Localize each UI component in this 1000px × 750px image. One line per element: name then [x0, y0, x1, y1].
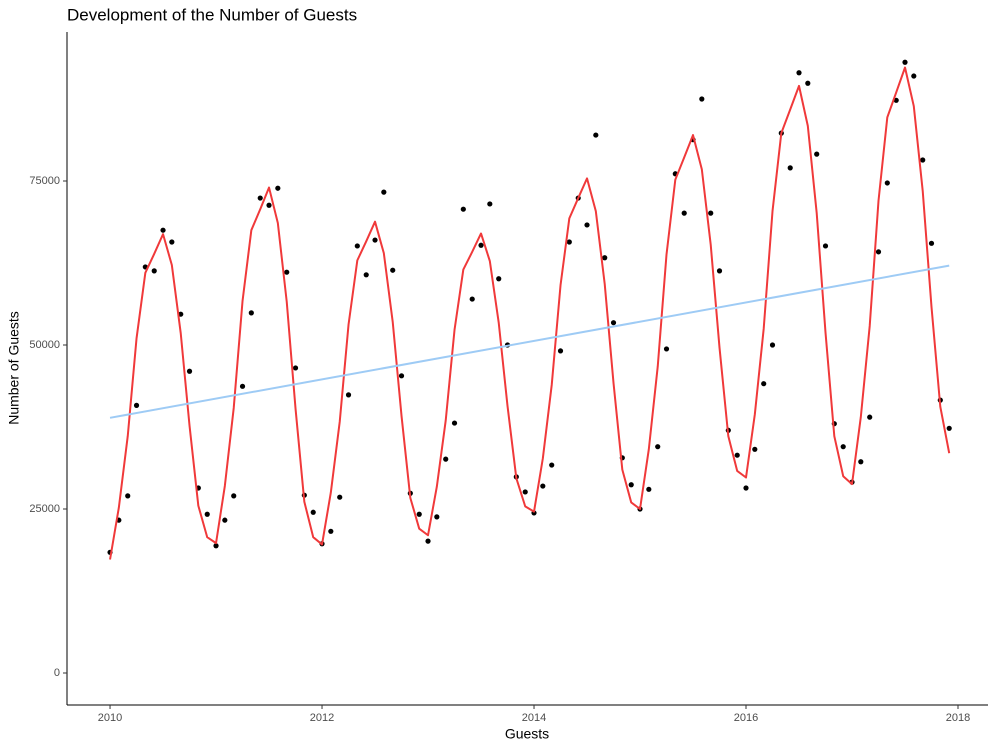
data-point	[275, 185, 281, 191]
plot-area	[107, 59, 952, 560]
data-point	[151, 268, 157, 274]
data-point	[363, 272, 369, 278]
data-point	[646, 486, 652, 492]
data-point	[398, 373, 405, 379]
data-point	[460, 206, 466, 212]
data-point	[884, 180, 890, 186]
data-point	[761, 381, 767, 387]
data-point	[840, 444, 846, 450]
line	[109, 66, 951, 560]
data-point	[354, 243, 360, 249]
data-point	[814, 151, 820, 157]
y-tick-label: 75000	[29, 175, 60, 187]
x-tick-label: 2018	[946, 712, 970, 724]
data-point	[867, 414, 873, 420]
data-point	[796, 70, 802, 76]
data-point	[557, 348, 564, 354]
data-point	[540, 483, 546, 489]
data-point	[125, 493, 131, 499]
data-point	[425, 538, 431, 544]
data-point	[169, 239, 175, 245]
data-point	[743, 485, 749, 491]
data-point	[920, 157, 926, 163]
y-axis-title: Number of Guests	[6, 311, 22, 425]
data-point	[372, 237, 378, 243]
data-point	[257, 195, 263, 201]
data-point	[699, 96, 705, 102]
data-point	[655, 444, 661, 450]
data-point	[681, 210, 687, 216]
x-tick-label: 2016	[734, 712, 758, 724]
data-point	[390, 267, 396, 273]
data-point	[248, 310, 254, 316]
data-point	[522, 489, 528, 495]
data-point	[946, 425, 952, 431]
y-tick-label: 25000	[29, 503, 60, 515]
data-point	[875, 249, 882, 255]
data-point	[478, 242, 484, 248]
data-point	[310, 509, 316, 515]
data-point	[752, 446, 758, 452]
data-point	[928, 240, 935, 246]
chart-title: Development of the Number of Guests	[67, 5, 357, 24]
data-point	[213, 543, 219, 549]
data-point	[822, 243, 829, 249]
data-point	[239, 383, 246, 389]
data-point	[204, 511, 210, 517]
data-point	[469, 296, 475, 302]
data-point	[292, 365, 299, 371]
data-point	[628, 482, 634, 488]
data-point	[443, 456, 449, 462]
data-point	[284, 269, 290, 275]
data-point	[584, 222, 590, 228]
data-point	[328, 528, 334, 534]
data-point	[663, 346, 670, 352]
x-tick-label: 2012	[310, 712, 334, 724]
data-point	[716, 268, 723, 274]
data-point	[593, 132, 599, 138]
data-point	[769, 342, 776, 348]
data-point	[381, 189, 387, 195]
data-point	[345, 392, 352, 398]
data-point	[160, 227, 166, 233]
line	[109, 264, 950, 419]
data-point	[610, 320, 617, 326]
data-point	[178, 311, 184, 317]
data-point	[787, 165, 793, 171]
data-point	[451, 420, 458, 426]
data-point	[566, 239, 572, 245]
y-tick-label: 50000	[29, 339, 60, 351]
data-point	[222, 517, 228, 523]
data-point	[487, 201, 493, 207]
data-point	[602, 255, 608, 261]
data-point	[434, 514, 440, 520]
data-point	[902, 59, 908, 65]
data-point	[911, 73, 917, 79]
data-point	[133, 402, 140, 408]
data-point	[186, 368, 193, 374]
x-tick-label: 2014	[522, 712, 546, 724]
y-tick-label: 0	[54, 667, 60, 679]
data-point	[858, 459, 864, 465]
data-point	[266, 202, 272, 208]
data-point	[734, 452, 740, 458]
data-point	[337, 494, 343, 500]
data-point	[231, 493, 237, 499]
data-point	[549, 462, 555, 468]
x-axis-title: Guests	[505, 726, 549, 742]
data-point	[708, 210, 714, 216]
data-point	[805, 80, 811, 86]
data-point	[496, 276, 502, 282]
data-point	[416, 511, 422, 517]
x-tick-label: 2010	[98, 712, 122, 724]
